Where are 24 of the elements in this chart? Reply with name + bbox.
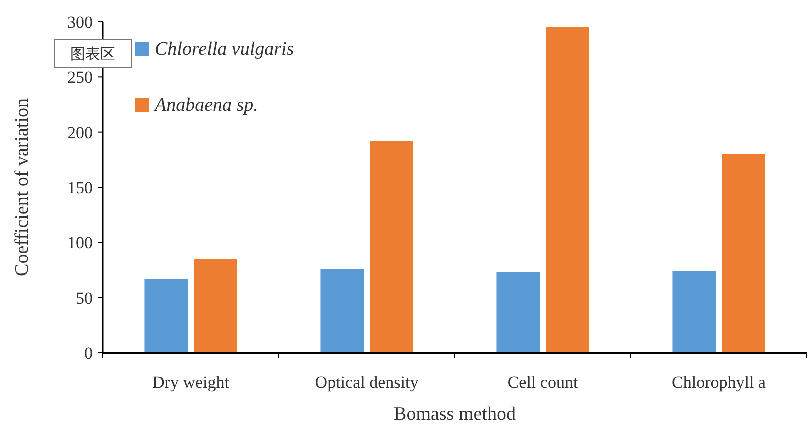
- x-tick-label: Cell count: [508, 373, 578, 392]
- x-tick-label: Chlorophyll a: [672, 373, 766, 392]
- y-tick-label: 300: [68, 12, 93, 32]
- bar: [194, 259, 238, 353]
- y-tick-label: 200: [68, 123, 93, 142]
- bar: [722, 154, 766, 353]
- y-axis-title: Coefficient of variation: [12, 98, 33, 276]
- x-tick-label: Dry weight: [152, 373, 230, 392]
- x-axis-title: Bomass method: [394, 404, 516, 425]
- x-tick-label: Optical density: [315, 373, 420, 392]
- bar: [144, 279, 188, 353]
- bar: [370, 141, 414, 353]
- bar: [320, 269, 364, 353]
- annotation: 图表区: [70, 45, 116, 63]
- bar: [546, 28, 590, 353]
- y-tick-label: 50: [76, 288, 93, 308]
- bar: [496, 272, 540, 353]
- bar: [672, 271, 716, 353]
- y-tick-label: 0: [84, 344, 93, 363]
- legend-label: Anabaena sp.: [153, 95, 258, 116]
- y-tick-label: 250: [68, 68, 93, 88]
- y-tick-label: 150: [68, 178, 93, 198]
- legend-label: Chlorella vulgaris: [155, 39, 294, 60]
- y-tick-label: 100: [68, 234, 93, 253]
